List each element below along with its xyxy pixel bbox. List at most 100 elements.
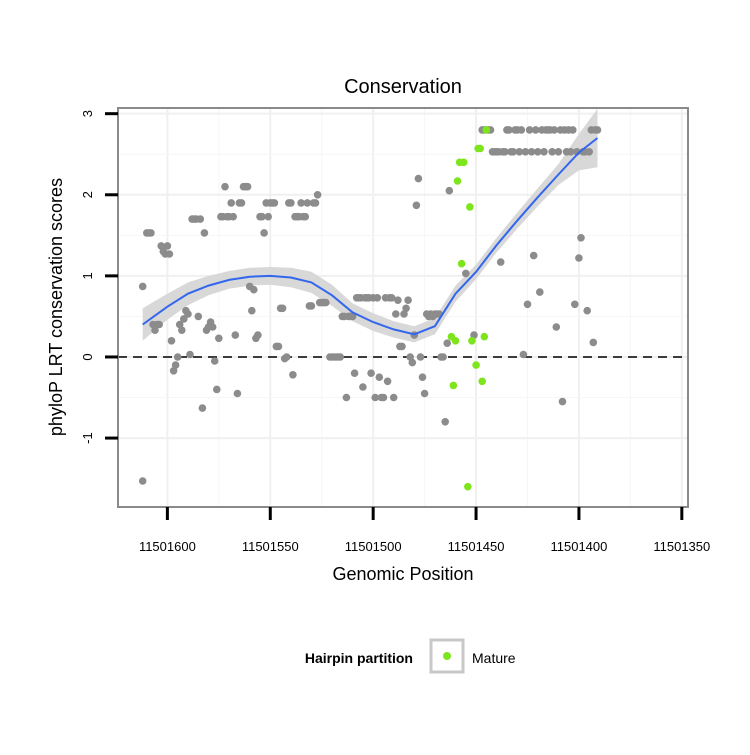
mature-point [453, 177, 462, 185]
data-point [278, 304, 287, 313]
data-point [138, 477, 147, 485]
data-point [297, 199, 305, 207]
data-point [233, 389, 242, 398]
data-point [243, 182, 252, 191]
data-point [566, 148, 575, 156]
x-tick-label: 11501400 [551, 539, 608, 554]
data-point [371, 393, 380, 402]
data-point [274, 342, 283, 351]
mature-point [476, 144, 485, 153]
data-point [392, 310, 400, 318]
data-point [531, 126, 540, 134]
data-point [250, 285, 258, 294]
y-tick-label: 1 [80, 272, 95, 279]
data-point [198, 404, 207, 412]
mature-point [482, 126, 491, 134]
x-tick-label: 11501550 [242, 539, 299, 554]
data-point [593, 126, 602, 134]
data-point [221, 182, 229, 191]
data-point [414, 174, 423, 183]
data-point [313, 191, 322, 199]
data-point [359, 383, 367, 391]
data-point [416, 353, 425, 361]
data-point [554, 148, 563, 156]
data-point [439, 353, 447, 361]
data-point [389, 393, 398, 402]
data-point [534, 148, 542, 156]
legend-key-box [429, 638, 465, 674]
mature-point [478, 377, 487, 386]
data-point [441, 418, 450, 426]
data-point [375, 373, 384, 382]
data-point [336, 353, 345, 361]
data-point [260, 229, 268, 237]
axes: 11501600 11501550 11501500 11501450 11501400… [80, 107, 710, 554]
data-point [184, 310, 192, 318]
plot-area [118, 108, 688, 507]
data-point [420, 389, 429, 398]
data-point [282, 353, 291, 361]
data-point [536, 288, 544, 296]
data-point [231, 331, 240, 339]
data-point [583, 306, 591, 315]
data-point [379, 393, 388, 402]
legend-key-mature-point [443, 652, 451, 660]
data-point [311, 199, 320, 207]
plot-border [117, 107, 689, 508]
x-axis-label: Genomic Position [332, 564, 473, 584]
data-point [394, 296, 402, 305]
data-point [227, 199, 235, 207]
data-point [301, 212, 310, 221]
mature-point [457, 259, 466, 268]
data-point [147, 229, 155, 237]
data-point [540, 148, 548, 156]
data-point [200, 229, 209, 237]
data-point [289, 371, 297, 379]
data-point [237, 199, 246, 207]
mature-point [451, 337, 460, 345]
mature-point [468, 337, 476, 345]
data-point [408, 358, 417, 367]
data-point [350, 369, 359, 378]
mature-series [447, 126, 491, 491]
data-point [569, 126, 577, 134]
mature-point [472, 361, 480, 369]
data-point [575, 254, 583, 262]
mature-point [459, 158, 468, 167]
data-point [210, 357, 219, 365]
data-point [373, 294, 382, 302]
chart-title: Conservation [344, 76, 462, 98]
data-point [163, 242, 172, 250]
data-point [527, 148, 536, 156]
data-point [213, 385, 221, 394]
confidence-band [142, 108, 598, 343]
data-point [505, 126, 513, 134]
data-point [558, 397, 567, 406]
y-tick-label: 0 [80, 353, 95, 360]
data-point [517, 126, 526, 134]
data-point [171, 361, 180, 369]
data-point [470, 331, 478, 339]
data-point [287, 199, 295, 207]
data-point [550, 126, 558, 134]
y-tick-label: 2 [80, 191, 95, 198]
data-point [169, 367, 178, 375]
mature-point [449, 381, 458, 390]
data-point [194, 312, 203, 321]
mature-point [464, 482, 472, 491]
data-point [445, 186, 454, 195]
data-point [270, 199, 279, 207]
y-axis-label: phyloP LRT conservation scores [46, 178, 66, 436]
y-tick-label: -1 [80, 432, 95, 444]
data-point [402, 304, 410, 313]
data-point [254, 331, 262, 339]
data-point [521, 148, 530, 156]
data-point [367, 369, 375, 378]
x-tick-label: 11501350 [653, 539, 710, 554]
smooth-trend-line [142, 137, 599, 336]
y-tick-label: 3 [80, 110, 95, 117]
data-point [215, 334, 223, 343]
mature-point [466, 203, 474, 211]
data-point [412, 201, 421, 210]
